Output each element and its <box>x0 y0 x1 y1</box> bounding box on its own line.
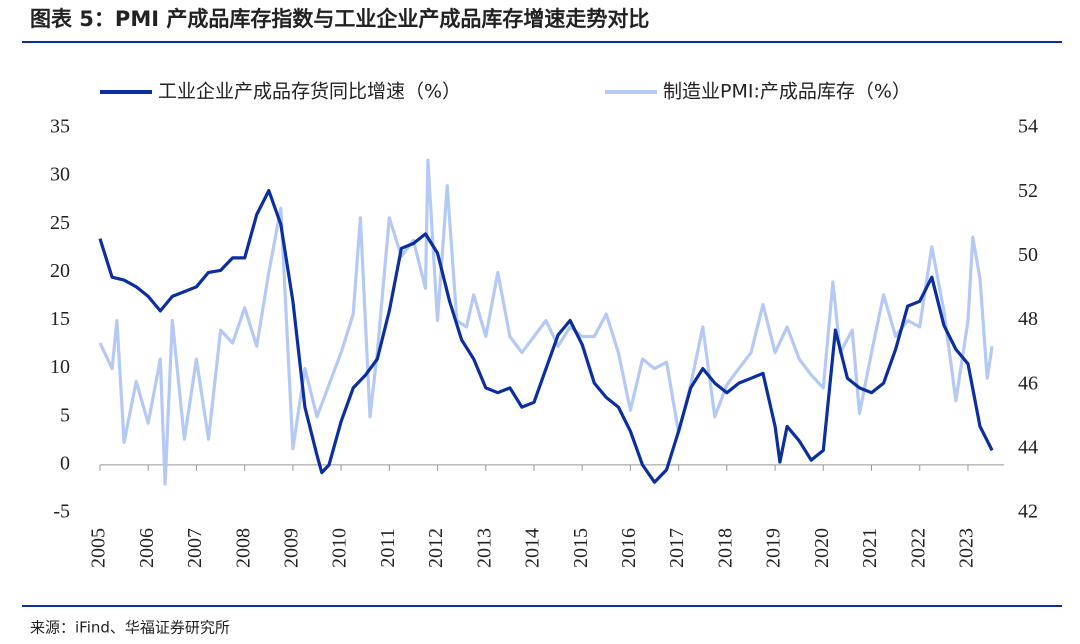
y-tick-label: 25 <box>50 212 70 234</box>
y-tick-label: -5 <box>53 501 70 523</box>
source: 来源：iFind、华福证券研究所 <box>30 619 230 637</box>
x-tick-label: 2023 <box>956 528 978 568</box>
chart-title: 图表 5：PMI 产成品库存指数与工业企业产成品库存增速走势对比 <box>30 7 649 31</box>
y2-tick-label: 48 <box>1018 308 1038 330</box>
y-tick-label: 20 <box>50 260 70 282</box>
y-tick-label: 30 <box>50 164 70 186</box>
y-tick-label: 15 <box>50 308 70 330</box>
x-tick-label: 2021 <box>859 528 881 568</box>
series-line <box>98 189 994 484</box>
y-tick-label: 35 <box>50 116 70 138</box>
x-tick-label: 2007 <box>184 528 206 568</box>
legend-label: 工业企业产成品存货同比增速（%） <box>158 81 461 103</box>
y-tick-label: 10 <box>50 356 70 378</box>
y-tick-label: 5 <box>60 404 70 426</box>
y2-tick-label: 54 <box>1018 116 1038 138</box>
legend-label: 制造业PMI:产成品库存（%） <box>663 81 911 103</box>
x-tick-label: 2006 <box>136 528 158 568</box>
y2-tick-label: 46 <box>1018 372 1038 394</box>
x-tick-label: 2016 <box>618 528 640 568</box>
x-tick-label: 2012 <box>425 528 447 568</box>
x-tick-label: 2009 <box>280 528 302 568</box>
x-tick-label: 2014 <box>522 528 544 568</box>
x-tick-label: 2022 <box>907 528 929 568</box>
x-tick-label: 2008 <box>232 528 254 568</box>
y2-tick-label: 50 <box>1018 244 1038 266</box>
x-tick-label: 2013 <box>473 528 495 568</box>
x-tick-label: 2019 <box>763 528 785 568</box>
x-tick-label: 2010 <box>329 528 351 568</box>
y2-tick-label: 42 <box>1018 501 1038 523</box>
y2-tick-label: 44 <box>1018 436 1038 458</box>
x-tick-label: 2011 <box>377 528 399 567</box>
x-tick-label: 2015 <box>570 528 592 568</box>
x-tick-label: 2018 <box>714 528 736 568</box>
x-tick-label: 2017 <box>666 528 688 568</box>
x-tick-label: 2005 <box>88 528 110 568</box>
y-tick-label: 0 <box>60 452 70 474</box>
series-line <box>98 158 994 486</box>
x-tick-label: 2020 <box>811 528 833 568</box>
y2-tick-label: 52 <box>1018 180 1038 202</box>
